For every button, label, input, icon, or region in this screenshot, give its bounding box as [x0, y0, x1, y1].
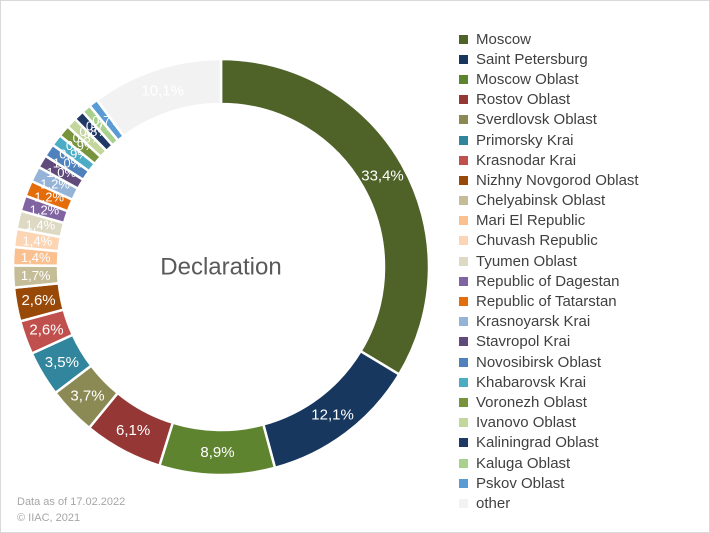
legend-item-krasnoyarsk-krai: Krasnoyarsk Krai [459, 312, 639, 332]
legend-item-republic-of-dagestan: Republic of Dagestan [459, 271, 639, 291]
data-label-tyumen-oblast: 1,4% [26, 217, 56, 232]
legend-swatch [459, 377, 468, 387]
data-label-nizhny-novgorod-oblast: 2,6% [21, 292, 55, 309]
legend-item-primorsky-krai: Primorsky Krai [459, 130, 639, 150]
legend-swatch [459, 438, 468, 448]
legend-swatch [459, 216, 468, 226]
legend-swatch [459, 297, 468, 307]
legend-label: Kaliningrad Oblast [476, 434, 599, 452]
legend-label: Krasnoyarsk Krai [476, 313, 591, 331]
legend-swatch [459, 115, 468, 125]
legend-swatch [459, 95, 468, 105]
legend-item-krasnodar-krai: Krasnodar Krai [459, 150, 639, 170]
legend: Moscow Saint Petersburg Moscow Oblast Rosto… [459, 29, 639, 514]
legend-swatch [459, 155, 468, 165]
legend-swatch [459, 418, 468, 428]
legend-swatch [459, 236, 468, 246]
legend-label: Moscow [476, 30, 532, 48]
legend-label: Chuvash Republic [476, 232, 598, 250]
data-label-rostov-oblast: 6,1% [116, 422, 150, 439]
slice-moscow [219, 57, 431, 377]
legend-swatch [459, 397, 468, 407]
legend-item-chuvash-republic: Chuvash Republic [459, 231, 639, 251]
legend-label: Republic of Dagestan [476, 272, 620, 290]
legend-item-moscow-oblast: Moscow Oblast [459, 69, 639, 89]
legend-swatch [459, 34, 468, 44]
legend-label: Novosibirsk Oblast [476, 353, 602, 371]
legend-item-rostov-oblast: Rostov Oblast [459, 90, 639, 110]
legend-item-kaluga-oblast: Kaluga Oblast [459, 453, 639, 473]
legend-label: Mari El Republic [476, 212, 586, 230]
legend-swatch [459, 276, 468, 286]
legend-item-voronezh-oblast: Voronezh Oblast [459, 392, 639, 412]
legend-label: Krasnodar Krai [476, 151, 577, 169]
legend-item-chelyabinsk-oblast: Chelyabinsk Oblast [459, 191, 639, 211]
legend-label: Primorsky Krai [476, 131, 574, 149]
legend-item-republic-of-tatarstan: Republic of Tatarstan [459, 291, 639, 311]
legend-item-tyumen-oblast: Tyumen Oblast [459, 251, 639, 271]
legend-label: Moscow Oblast [476, 70, 579, 88]
legend-label: Kaluga Oblast [476, 454, 571, 472]
copyright-note: © IIAC, 2021 [17, 512, 81, 524]
legend-label: Republic of Tatarstan [476, 293, 617, 311]
data-label-moscow: 33,4% [361, 167, 404, 184]
data-label-sverdlovsk-oblast: 3,7% [70, 387, 104, 404]
legend-swatch [459, 74, 468, 84]
data-label-primorsky-krai: 3,5% [45, 354, 79, 371]
legend-label: Chelyabinsk Oblast [476, 192, 606, 210]
legend-item-other: other [459, 493, 639, 513]
legend-swatch [459, 135, 468, 145]
legend-swatch [459, 357, 468, 367]
data-label-mari-el-republic: 1,4% [21, 250, 51, 265]
legend-label: Pskov Oblast [476, 474, 565, 492]
legend-label: Khabarovsk Krai [476, 373, 587, 391]
data-label-moscow-oblast: 8,9% [200, 444, 234, 461]
legend-label: Nizhny Novgorod Oblast [476, 171, 639, 189]
legend-item-stavropol-krai: Stavropol Krai [459, 332, 639, 352]
data-label-krasnodar-krai: 2,6% [29, 321, 63, 338]
slice-other [95, 57, 223, 138]
legend-item-moscow: Moscow [459, 29, 639, 49]
legend-label: Ivanovo Oblast [476, 414, 577, 432]
data-label-chuvash-republic: 1,4% [23, 233, 53, 248]
data-label-saint-petersburg: 12,1% [311, 407, 354, 424]
legend-item-kaliningrad-oblast: Kaliningrad Oblast [459, 433, 639, 453]
legend-label: Stavropol Krai [476, 333, 571, 351]
center-label: Declaration [160, 254, 281, 281]
legend-swatch [459, 478, 468, 488]
legend-label: Tyumen Oblast [476, 252, 577, 270]
legend-swatch [459, 196, 468, 206]
data-date-note: Data as of 17.02.2022 [17, 496, 126, 508]
legend-item-novosibirsk-oblast: Novosibirsk Oblast [459, 352, 639, 372]
legend-item-sverdlovsk-oblast: Sverdlovsk Oblast [459, 110, 639, 130]
legend-swatch [459, 458, 468, 468]
legend-item-mari-el-republic: Mari El Republic [459, 211, 639, 231]
legend-item-pskov-oblast: Pskov Oblast [459, 473, 639, 493]
legend-label: Rostov Oblast [476, 91, 571, 109]
legend-swatch [459, 317, 468, 327]
legend-item-ivanovo-oblast: Ivanovo Oblast [459, 413, 639, 433]
legend-swatch [459, 54, 468, 64]
legend-swatch [459, 498, 468, 508]
legend-swatch [459, 337, 468, 347]
footer-note: Data as of 17.02.2022 © IIAC, 2021 [17, 494, 125, 526]
legend-label: Sverdlovsk Oblast [476, 111, 597, 129]
legend-label: other [476, 494, 511, 512]
legend-item-nizhny-novgorod-oblast: Nizhny Novgorod Oblast [459, 170, 639, 190]
legend-item-khabarovsk-krai: Khabarovsk Krai [459, 372, 639, 392]
data-label-other: 10,1% [141, 82, 184, 99]
legend-item-saint-petersburg: Saint Petersburg [459, 49, 639, 69]
legend-label: Voronezh Oblast [476, 393, 587, 411]
data-label-chelyabinsk-oblast: 1,7% [21, 268, 51, 283]
legend-label: Saint Petersburg [476, 50, 588, 68]
legend-swatch [459, 256, 468, 266]
legend-swatch [459, 175, 468, 185]
